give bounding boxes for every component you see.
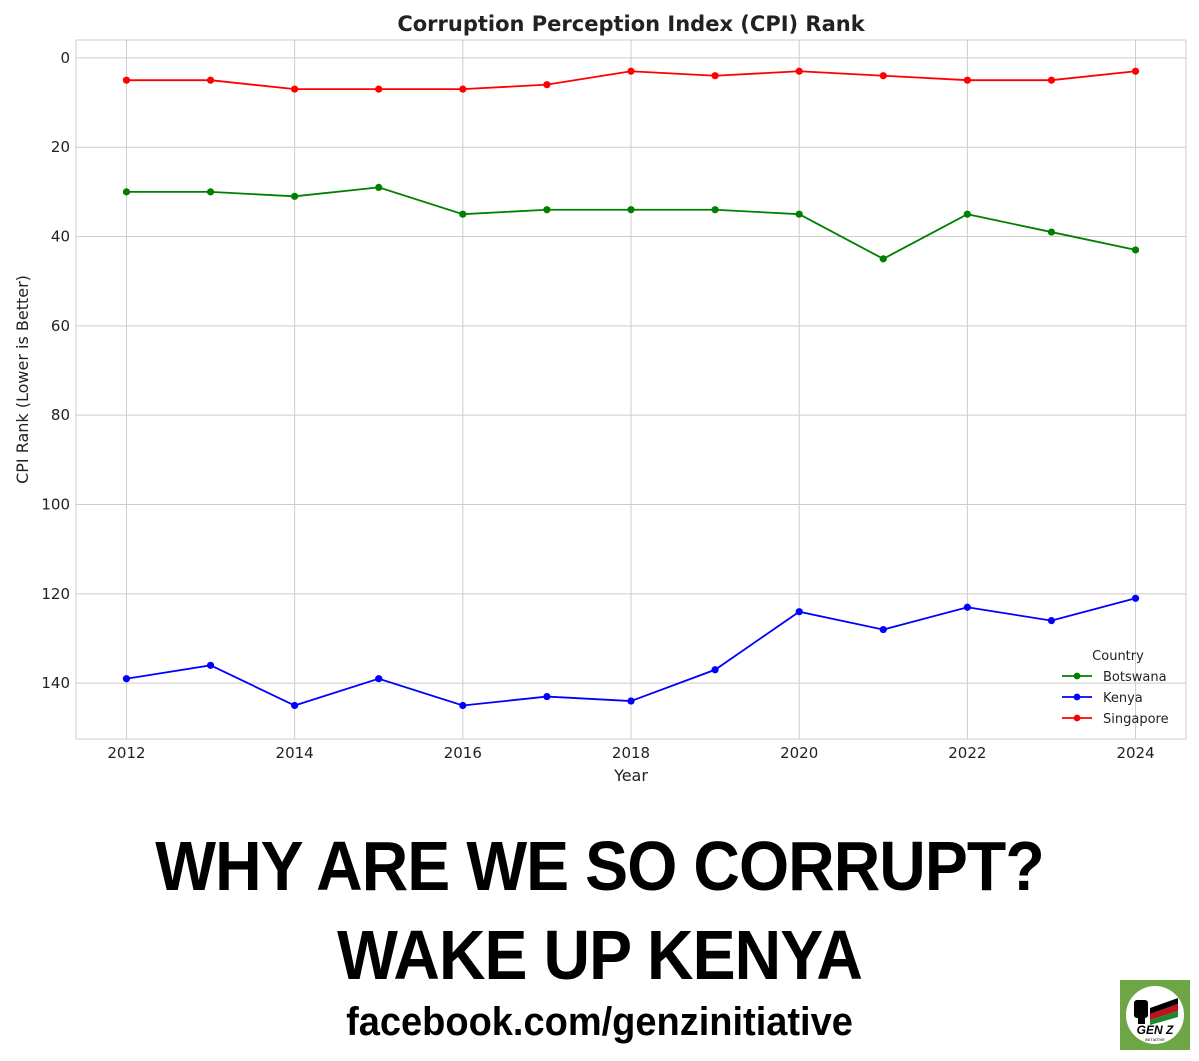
data-point-singapore xyxy=(963,76,971,84)
data-point-botswana xyxy=(963,210,971,218)
data-point-singapore xyxy=(1047,76,1056,84)
x-tick-label: 2014 xyxy=(276,744,314,762)
y-tick-label: 140 xyxy=(41,674,70,692)
data-point-botswana xyxy=(206,188,215,196)
fist-flag-icon xyxy=(1134,998,1178,1025)
y-tick-label: 80 xyxy=(51,406,70,424)
data-point-kenya xyxy=(963,603,971,611)
data-point-kenya xyxy=(1131,594,1140,602)
y-tick-label: 0 xyxy=(60,49,70,67)
logo-subtext: INITIATIVE xyxy=(1145,1037,1165,1042)
data-point-botswana xyxy=(122,188,131,196)
x-tick-label: 2020 xyxy=(780,744,818,762)
data-point-singapore xyxy=(122,76,131,84)
legend-marker-singapore xyxy=(1073,714,1081,722)
y-tick-label: 40 xyxy=(51,228,70,246)
legend-title: Country xyxy=(1092,649,1144,664)
x-tick-label: 2018 xyxy=(612,744,650,762)
legend-label-botswana: Botswana xyxy=(1103,670,1167,685)
data-point-kenya xyxy=(122,675,131,683)
data-point-botswana xyxy=(291,192,299,200)
legend-marker-botswana xyxy=(1073,672,1081,680)
plot-frame xyxy=(75,39,1187,740)
chart-area: 2012 2014 2016 2018 2020 2022 2024 0 20 40 60 80 100… xyxy=(13,12,1187,785)
legend-label-kenya: Kenya xyxy=(1103,691,1143,706)
data-point-kenya xyxy=(375,675,383,683)
data-point-kenya xyxy=(1047,617,1056,625)
data-point-singapore xyxy=(459,85,467,93)
data-point-singapore xyxy=(291,85,299,93)
data-point-botswana xyxy=(627,206,635,214)
logo-text: GEN Z xyxy=(1136,1023,1174,1037)
headline-why-corrupt: WHY ARE WE SO CORRUPT? xyxy=(155,827,1044,905)
chart-title: Corruption Perception Index (CPI) Rank xyxy=(397,12,865,36)
logo-circle xyxy=(1126,986,1184,1044)
y-tick-label: 20 xyxy=(51,138,70,156)
x-tick-label: 2022 xyxy=(948,744,986,762)
data-point-singapore xyxy=(206,76,215,84)
data-point-singapore xyxy=(711,72,719,80)
data-point-kenya xyxy=(711,666,719,674)
data-point-singapore xyxy=(627,67,635,75)
data-point-botswana xyxy=(1047,228,1056,236)
data-point-singapore xyxy=(1131,67,1140,75)
legend-marker-kenya xyxy=(1073,693,1081,701)
x-tick-label: 2024 xyxy=(1116,744,1154,762)
data-point-botswana xyxy=(711,206,719,214)
data-point-botswana xyxy=(879,255,887,263)
y-axis-label: CPI Rank (Lower is Better) xyxy=(13,275,32,484)
data-point-botswana xyxy=(543,206,551,214)
data-point-kenya xyxy=(879,625,887,634)
data-point-singapore xyxy=(795,67,803,75)
facebook-link[interactable]: facebook.com/genzinitiative xyxy=(346,1000,853,1044)
data-point-kenya xyxy=(543,692,551,701)
data-point-kenya xyxy=(795,608,803,616)
y-tick-label: 120 xyxy=(41,585,70,603)
x-axis-label: Year xyxy=(613,766,648,785)
data-point-singapore xyxy=(879,72,887,80)
data-point-botswana xyxy=(459,210,467,218)
y-tick-label: 100 xyxy=(41,496,70,514)
x-tick-label: 2012 xyxy=(107,744,145,762)
data-point-singapore xyxy=(375,85,383,93)
data-point-botswana xyxy=(795,210,803,218)
genz-logo: GEN Z INITIATIVE xyxy=(1120,980,1190,1050)
data-point-kenya xyxy=(206,661,215,669)
x-tick-label: 2016 xyxy=(444,744,482,762)
data-point-botswana xyxy=(375,183,383,191)
data-point-kenya xyxy=(627,697,635,705)
y-tick-label: 60 xyxy=(51,317,70,335)
data-point-kenya xyxy=(459,701,467,710)
legend-label-singapore: Singapore xyxy=(1103,712,1169,727)
data-point-botswana xyxy=(1131,246,1140,254)
headline-wake-up: WAKE UP KENYA xyxy=(337,916,863,994)
data-point-singapore xyxy=(543,81,551,89)
cpi-rank-chart: 2012 2014 2016 2018 2020 2022 2024 0 20 40 60 80 100… xyxy=(13,12,1187,785)
data-point-kenya xyxy=(291,701,299,710)
